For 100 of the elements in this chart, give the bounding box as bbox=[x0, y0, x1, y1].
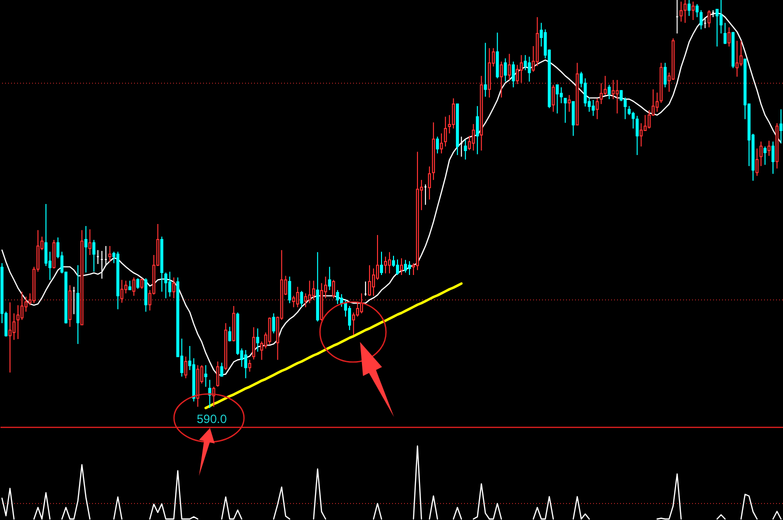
candlestick bbox=[356, 301, 360, 318]
candlestick bbox=[440, 132, 443, 154]
candlestick bbox=[352, 312, 356, 336]
candlestick bbox=[12, 312, 16, 340]
candlestick bbox=[472, 124, 475, 152]
candlestick bbox=[92, 239, 96, 272]
candlestick bbox=[268, 316, 272, 345]
candlestick bbox=[312, 280, 316, 300]
candlestick bbox=[708, 10, 711, 28]
candlestick bbox=[560, 86, 563, 104]
candlestick bbox=[88, 228, 92, 256]
candlestick bbox=[404, 259, 407, 274]
candlestick bbox=[616, 79, 619, 114]
candlestick bbox=[252, 326, 256, 360]
candlestick bbox=[228, 326, 232, 342]
candlestick bbox=[244, 350, 248, 379]
candlestick bbox=[220, 362, 224, 378]
candlestick bbox=[136, 278, 140, 290]
candlestick bbox=[132, 276, 136, 296]
candlestick bbox=[388, 252, 392, 274]
candlestick bbox=[528, 56, 531, 82]
candlestick bbox=[520, 54, 523, 84]
candlestick bbox=[248, 359, 252, 372]
candlestick bbox=[184, 356, 188, 379]
candlestick bbox=[120, 279, 124, 304]
candlestick bbox=[772, 141, 775, 174]
candlestick bbox=[464, 139, 467, 160]
candlestick bbox=[508, 53, 511, 80]
candlestick bbox=[564, 98, 567, 124]
candlestick bbox=[764, 146, 767, 166]
candlestick bbox=[600, 82, 603, 105]
candlestick bbox=[428, 166, 431, 200]
candlestick bbox=[552, 84, 555, 112]
candlestick bbox=[168, 271, 172, 298]
candlestick bbox=[84, 226, 88, 274]
candlestick bbox=[636, 115, 639, 156]
candlestick bbox=[500, 61, 503, 98]
candlestick bbox=[476, 106, 479, 155]
candlestick bbox=[304, 292, 308, 308]
candlestick bbox=[768, 140, 771, 156]
candlestick bbox=[204, 364, 208, 388]
candlestick bbox=[348, 306, 352, 331]
candlestick bbox=[332, 279, 336, 299]
candlestick bbox=[596, 98, 599, 120]
candlestick bbox=[756, 148, 759, 176]
candlestick bbox=[524, 54, 527, 71]
candlestick bbox=[512, 61, 515, 88]
candlestick bbox=[340, 294, 344, 308]
candlestick bbox=[556, 84, 559, 114]
candlestick bbox=[716, 8, 719, 48]
candlestick bbox=[436, 136, 439, 154]
candlestick bbox=[640, 122, 643, 147]
candlestick bbox=[452, 98, 455, 130]
candlestick bbox=[380, 251, 384, 276]
candlestick bbox=[8, 302, 12, 374]
candlestick bbox=[740, 40, 743, 67]
candlestick bbox=[400, 258, 403, 276]
candlestick bbox=[288, 276, 292, 304]
candlestick bbox=[108, 246, 112, 262]
candlestick bbox=[408, 260, 411, 276]
candlestick bbox=[728, 26, 731, 48]
candlestick bbox=[608, 84, 611, 100]
candlestick bbox=[736, 40, 739, 78]
candlestick bbox=[592, 99, 595, 116]
candlestick bbox=[612, 79, 615, 100]
candlestick bbox=[568, 94, 571, 112]
candlestick bbox=[504, 58, 507, 82]
candlestick bbox=[572, 101, 575, 136]
candlestick bbox=[368, 264, 372, 296]
candlestick bbox=[328, 266, 332, 291]
candlestick bbox=[484, 42, 487, 98]
candlestick bbox=[360, 292, 364, 314]
candlestick bbox=[256, 328, 260, 352]
candlestick bbox=[396, 258, 399, 276]
candlestick bbox=[688, 0, 691, 16]
candlestick bbox=[20, 291, 24, 320]
candlestick bbox=[648, 110, 651, 130]
candlestick bbox=[444, 116, 447, 147]
candlestick bbox=[604, 75, 607, 96]
candlestick bbox=[44, 204, 48, 267]
candlestick bbox=[516, 64, 519, 85]
candlestick bbox=[292, 295, 296, 308]
candlestick bbox=[720, 0, 723, 34]
candlestick bbox=[296, 286, 300, 308]
candlestick bbox=[300, 290, 304, 308]
candlestick bbox=[164, 272, 168, 299]
candlestick bbox=[308, 280, 312, 304]
candlestick bbox=[172, 276, 176, 299]
candlestick bbox=[272, 312, 276, 334]
annotation: 590.0 bbox=[196, 412, 228, 426]
candlestick bbox=[384, 256, 388, 274]
candlestick bbox=[336, 290, 340, 304]
candlestick bbox=[724, 22, 727, 45]
candlestick bbox=[372, 268, 376, 296]
candlestick bbox=[664, 62, 667, 88]
candlestick bbox=[216, 360, 220, 388]
candlestick bbox=[16, 304, 20, 340]
candlestick bbox=[780, 108, 783, 144]
candlestick bbox=[760, 141, 763, 167]
candlestick bbox=[700, 10, 703, 30]
